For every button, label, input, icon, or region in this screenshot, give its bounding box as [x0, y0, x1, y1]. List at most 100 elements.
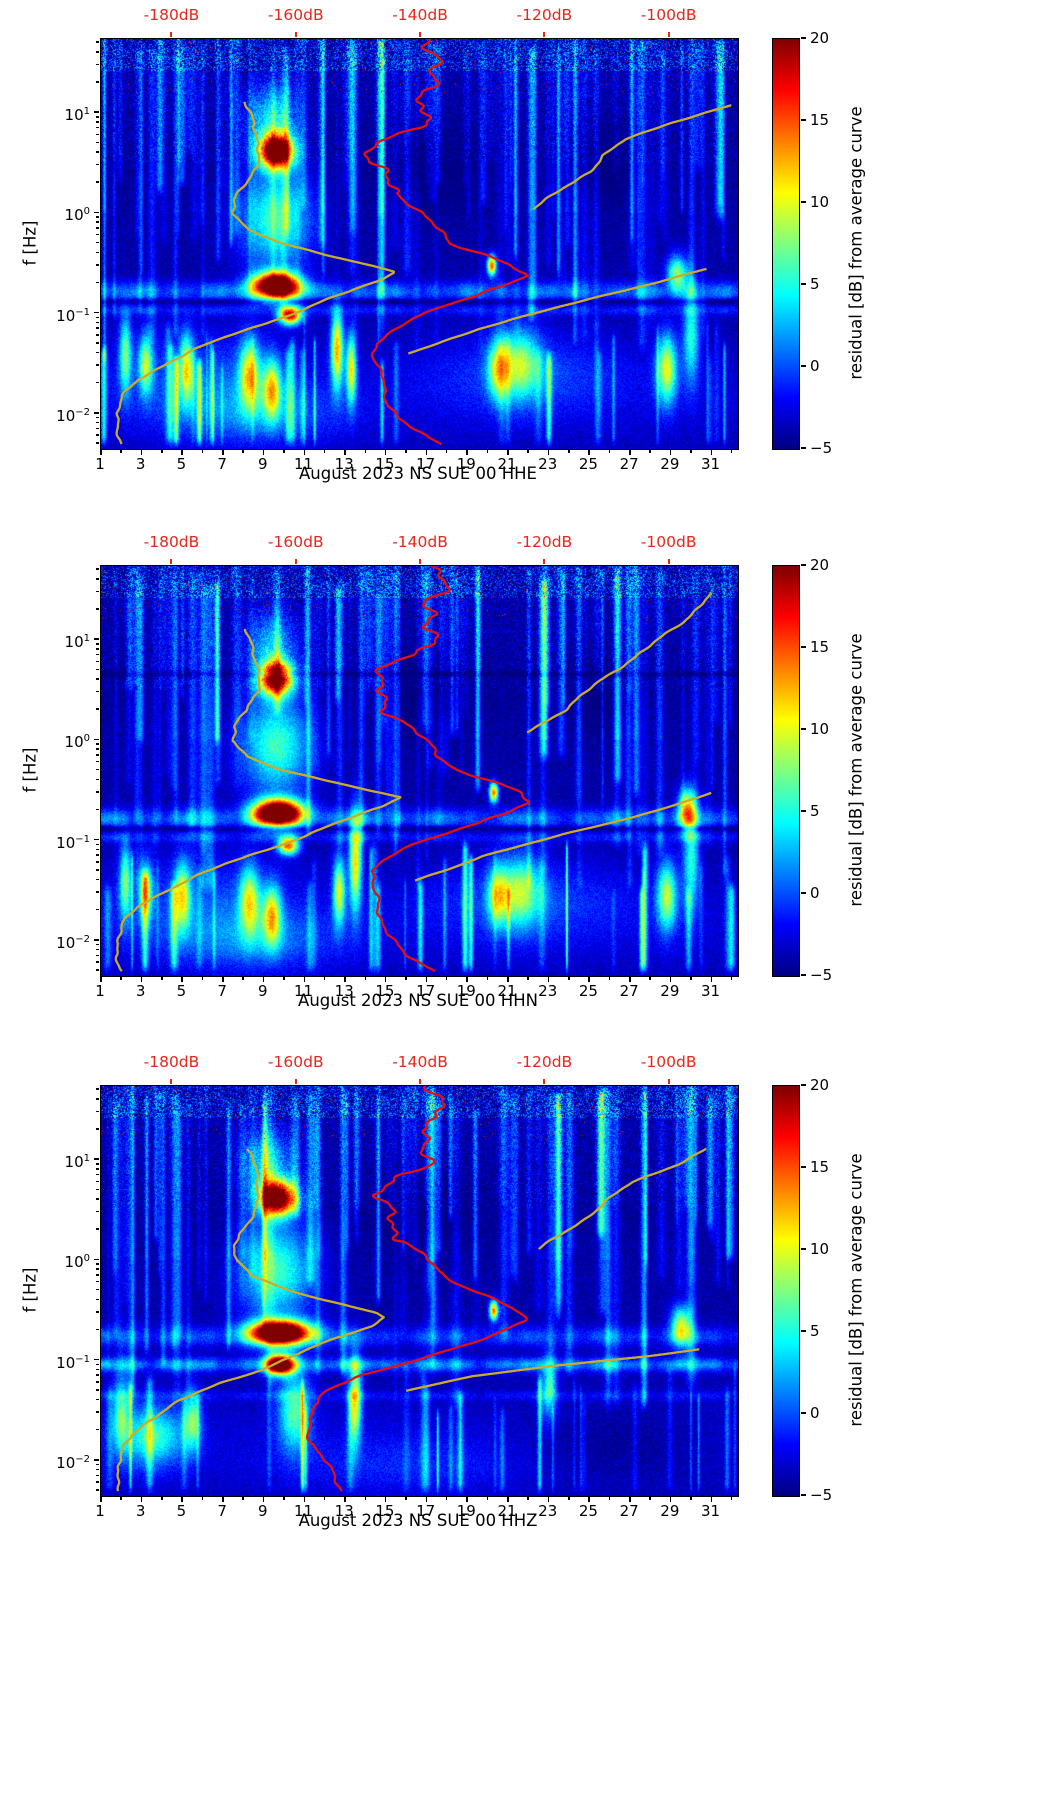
x-axis-tick [181, 1496, 183, 1502]
top-axis-tick [294, 31, 297, 37]
x-axis-tick [710, 1496, 713, 1502]
x-axis-tick [222, 976, 224, 982]
x-axis-tick-label: 23 [538, 982, 558, 1000]
y-axis-minor-tick [95, 843, 99, 845]
y-axis-tick [93, 412, 99, 414]
y-axis-minor-tick [95, 754, 99, 756]
y-axis-minor-tick [95, 1368, 99, 1371]
y-axis-minor-tick [95, 808, 99, 811]
y-axis-minor-tick [95, 1328, 99, 1331]
top-axis-tick [667, 31, 670, 37]
y-axis-minor-tick [95, 878, 99, 881]
x-axis-tick [588, 449, 590, 455]
colorbar-tick-label: 20 [810, 29, 830, 47]
psd-curves-overlay [116, 1086, 707, 1492]
x-axis-tick-label: 31 [700, 455, 721, 473]
top-axis-db-label: -160dB [267, 533, 324, 551]
x-axis-tick [222, 1496, 224, 1502]
y-axis-minor-tick [95, 116, 99, 118]
colorbar-gradient [773, 566, 799, 976]
top-axis-db-label: -120dB [516, 1053, 573, 1071]
colorbar-tick [801, 1166, 806, 1168]
figure-hhe: -180dB -160dB -140dB -120dB -100dB f [Hz] 10… [0, 0, 1052, 602]
colorbar-tick-label: 20 [810, 556, 830, 574]
x-axis-tick-label: 25 [578, 455, 598, 473]
yellow-average-curve-1 [407, 267, 707, 355]
y-axis-tick-label: 10−1 [56, 833, 90, 852]
colorbar-tick-label: 15 [810, 1158, 830, 1176]
colorbar-tick [801, 1412, 806, 1414]
top-axis-tick [419, 31, 422, 37]
x-axis-tick-label: 29 [660, 982, 680, 1000]
y-axis-minor-tick [95, 1311, 99, 1313]
x-axis-tick [507, 1496, 509, 1502]
y-axis-minor-tick [95, 181, 99, 183]
y-axis-minor-tick [95, 743, 99, 745]
y-axis-tick-label: 101 [64, 633, 90, 652]
x-axis-tick-label: 7 [217, 982, 227, 1000]
top-axis-tick [667, 1078, 670, 1084]
y-axis-minor-tick [95, 421, 99, 424]
top-axis-db-label: -100dB [640, 1053, 697, 1071]
y-axis-minor-tick [95, 668, 99, 671]
colorbar-tick-label: −5 [810, 966, 833, 984]
y-axis-minor-tick [95, 221, 99, 223]
y-axis-minor-tick [95, 891, 99, 893]
y-axis-tick-label: 101 [64, 106, 90, 125]
y-axis-minor-tick [95, 760, 99, 763]
y-axis-minor-tick [95, 41, 99, 43]
colorbar-tick [801, 201, 806, 203]
spectrogram-heatmap [101, 1086, 738, 1496]
psd-curves-overlay [115, 39, 732, 446]
colorbar-tick [801, 1494, 806, 1496]
x-axis-tick [100, 976, 102, 982]
y-axis-tick [93, 311, 99, 314]
x-axis-tick-label: 9 [258, 982, 268, 1000]
y-axis-tick [93, 1358, 99, 1361]
y-axis-tick-label: 10−1 [56, 1353, 90, 1372]
y-axis-tick [93, 111, 99, 113]
x-axis-tick [466, 449, 468, 455]
plot-area [100, 38, 739, 450]
colorbar-tick [801, 283, 806, 285]
y-axis-tick-label: 10−2 [56, 406, 90, 425]
top-axis-tick [294, 558, 297, 564]
x-axis-tick [303, 449, 305, 455]
y-axis-minor-tick [95, 264, 99, 266]
colorbar-label: residual [dB] from average curve [846, 106, 866, 380]
y-axis-tick-label: 100 [64, 733, 90, 752]
y-axis-minor-tick [95, 227, 99, 229]
y-axis-minor-tick [95, 648, 99, 650]
y-axis-minor-tick [95, 690, 99, 693]
y-axis-minor-tick [95, 121, 99, 123]
y-axis-minor-tick [95, 63, 99, 66]
x-axis-tick [181, 449, 183, 455]
x-axis-tick-label: 1 [95, 1502, 105, 1520]
x-axis-tick [100, 449, 102, 455]
y-axis-tick [93, 1258, 99, 1261]
y-axis-minor-tick [95, 969, 99, 971]
y-axis-minor-tick [95, 568, 99, 570]
y-axis-minor-tick [95, 321, 99, 324]
x-axis-tick [507, 449, 509, 455]
y-axis-minor-tick [95, 1228, 99, 1230]
y-axis-minor-tick [95, 908, 99, 911]
top-axis-tick [294, 1078, 297, 1084]
top-axis-tick [667, 558, 670, 564]
x-axis-tick [181, 976, 183, 982]
red-median-psd-curve [370, 566, 531, 973]
y-axis-minor-tick [95, 708, 99, 710]
colorbar-tick-label: 10 [810, 720, 830, 738]
x-axis-tick [669, 449, 672, 455]
y-axis-minor-tick [95, 1188, 99, 1191]
y-axis-minor-tick [95, 954, 99, 957]
top-axis-db-label: -140dB [392, 533, 448, 551]
x-axis-tick [547, 1496, 550, 1502]
colorbar-tick [801, 646, 806, 648]
x-axis-tick [466, 976, 468, 982]
x-axis-tick-label: 3 [135, 455, 146, 473]
x-axis-tick [140, 976, 143, 982]
colorbar-tick [801, 1084, 806, 1086]
y-axis-minor-tick [95, 869, 99, 871]
x-axis-tick-label: 29 [660, 455, 680, 473]
